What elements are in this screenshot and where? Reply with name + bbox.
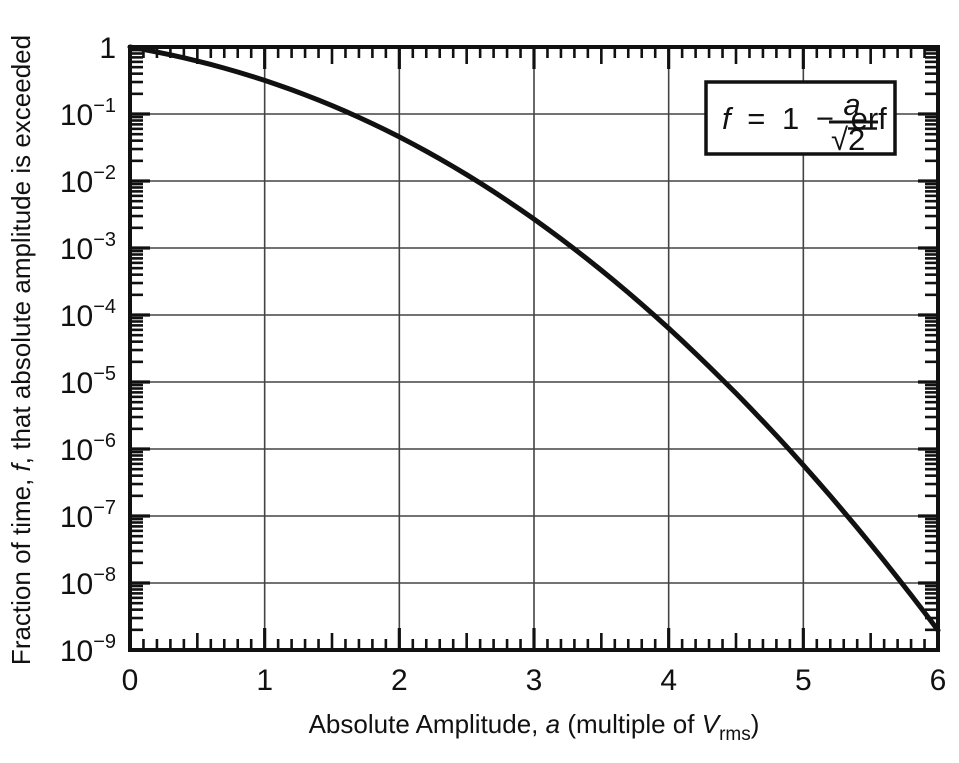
y-label-pre: Fraction of time, bbox=[6, 471, 36, 665]
y-label-post: , that absolute amplitude is exceeded bbox=[6, 35, 36, 464]
formula-f-symbol: f bbox=[722, 101, 734, 136]
x-tick-label-6: 6 bbox=[930, 664, 947, 697]
x-tick-label-0: 0 bbox=[122, 664, 139, 697]
x-label-post: ) bbox=[751, 709, 760, 739]
y-tick-label-1: 10−1 bbox=[60, 95, 116, 132]
formula-erf: erf bbox=[851, 101, 888, 136]
y-tick-label-6: 10−6 bbox=[60, 430, 116, 467]
y-tick-label-8: 10−8 bbox=[60, 564, 116, 601]
formula-lhs: f = 1 − erf bbox=[722, 101, 887, 136]
formula-one: 1 bbox=[782, 101, 799, 136]
formula-minus: − bbox=[816, 101, 834, 136]
y-axis-label: Fraction of time, f, that absolute ampli… bbox=[6, 35, 36, 665]
formula-annotation: f = 1 − erf a √2 bbox=[704, 80, 897, 157]
x-label-var2: V bbox=[702, 709, 722, 739]
x-label-sub2: rms bbox=[719, 724, 751, 745]
formula-radical-sign: √ bbox=[831, 122, 848, 157]
x-label-mid: (multiple of bbox=[560, 709, 702, 739]
plot-frame bbox=[128, 45, 940, 652]
y-label-var: f bbox=[6, 461, 36, 471]
formula-radicand: 2 bbox=[848, 122, 865, 157]
formula-box-border bbox=[704, 80, 897, 156]
x-tick-labels: 0 1 2 3 4 5 6 bbox=[122, 664, 947, 697]
formula-denominator: √2 bbox=[831, 122, 865, 157]
y-tick-label-9: 10−9 bbox=[60, 631, 116, 668]
data-curve-erfc bbox=[127, 44, 941, 633]
x-axis-label: Absolute Amplitude, a (multiple of Vrms) bbox=[309, 709, 760, 745]
formula-numerator: a bbox=[843, 87, 860, 122]
y-tick-label-4: 10−4 bbox=[60, 296, 116, 333]
y-tick-label-5: 10−5 bbox=[60, 363, 116, 400]
x-label-var: a bbox=[546, 709, 560, 739]
formula-equals: = bbox=[747, 101, 765, 136]
y-tick-label-2: 10−2 bbox=[60, 162, 116, 199]
x-tick-label-3: 3 bbox=[526, 664, 543, 697]
y-tick-labels: 1 10−1 10−2 10−3 10−4 10−5 10−6 10−7 10−8 10−9 bbox=[60, 32, 116, 668]
x-tick-label-5: 5 bbox=[795, 664, 812, 697]
x-tick-label-1: 1 bbox=[256, 664, 273, 697]
x-tick-label-4: 4 bbox=[660, 664, 677, 697]
y-tick-label-7: 10−7 bbox=[60, 497, 116, 534]
y-tick-label-3: 10−3 bbox=[60, 229, 116, 266]
x-label-pre: Absolute Amplitude, bbox=[309, 709, 546, 739]
y-tick-label-0: 1 bbox=[99, 32, 116, 65]
x-tick-label-2: 2 bbox=[391, 664, 408, 697]
